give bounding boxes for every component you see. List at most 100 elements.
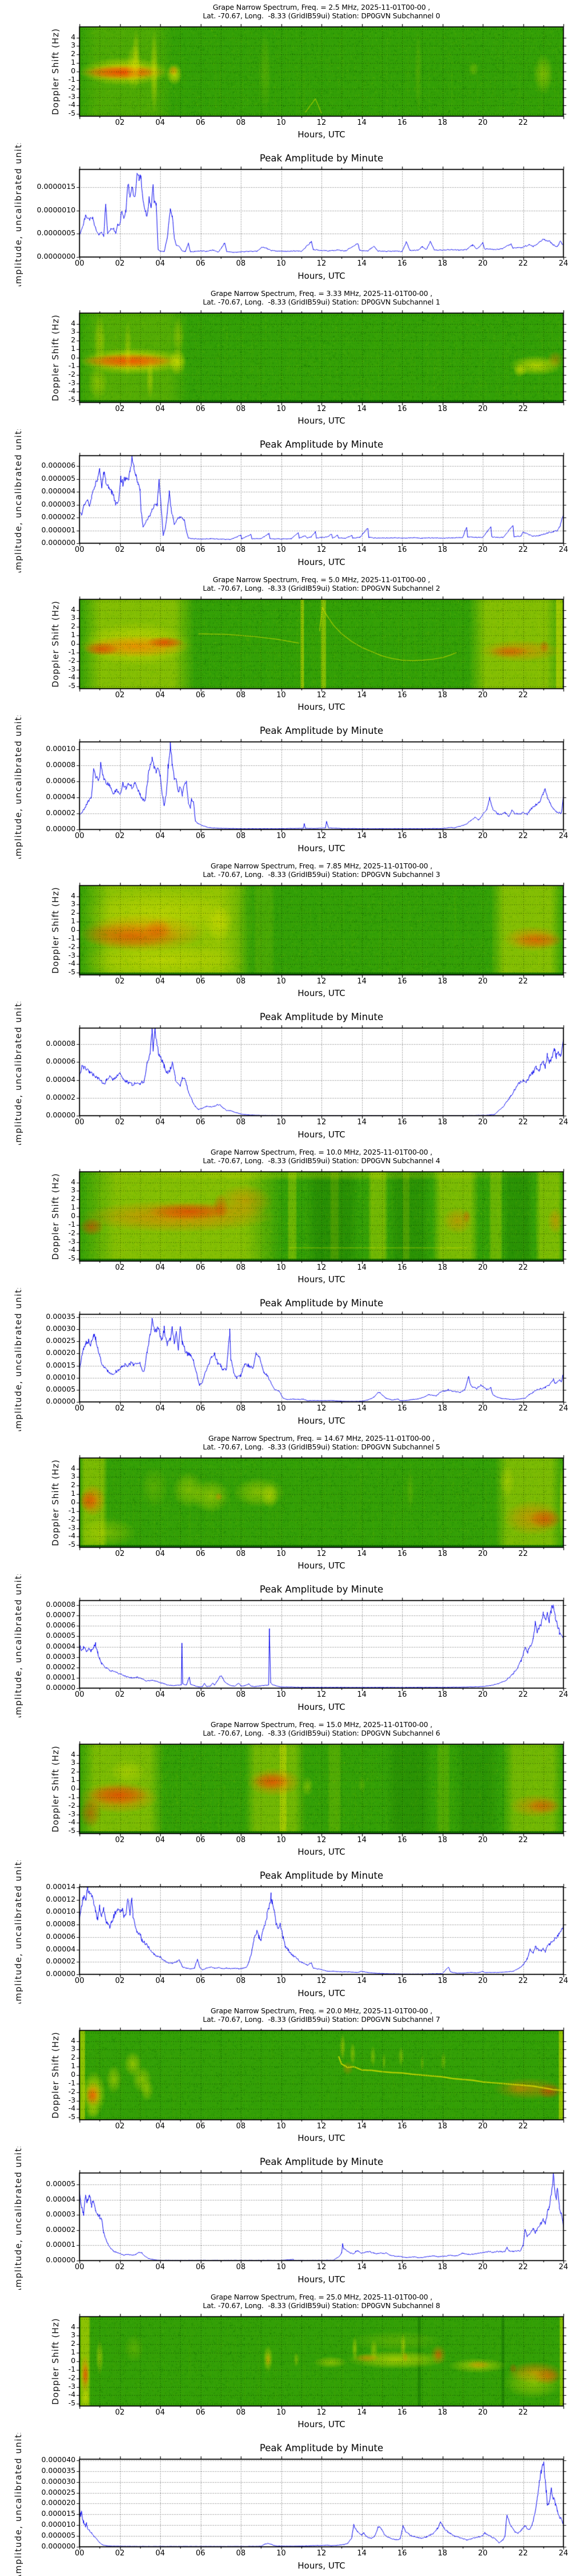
y-tick-label: -1 xyxy=(68,2078,76,2087)
x-tick-label: 20 xyxy=(478,259,488,268)
x-tick-label: 16 xyxy=(397,259,407,268)
x-tick-label: 16 xyxy=(397,691,407,700)
y-tick-label: 0 xyxy=(71,66,76,75)
y-tick-label: 0.00007 xyxy=(46,1610,76,1619)
x-tick-label: 02 xyxy=(115,1263,125,1272)
chart-title: Peak Amplitude by Minute xyxy=(259,1870,384,1881)
y-tick-label: 1 xyxy=(71,1203,76,1212)
x-tick-label: 12 xyxy=(316,2408,327,2417)
plot-canvas xyxy=(0,716,572,859)
x-tick-label: 16 xyxy=(397,1550,407,1558)
x-tick-label: 24 xyxy=(558,259,569,268)
x-tick-label: 16 xyxy=(397,1836,407,1844)
y-tick-label: -4 xyxy=(68,2104,76,2113)
x-tick-label: 22 xyxy=(518,405,528,413)
x-tick-label: 04 xyxy=(155,1836,165,1844)
x-tick-label: 04 xyxy=(155,1977,165,1985)
y-tick-label: 0.000000 xyxy=(41,2542,76,2550)
y-tick-label: 0.00000 xyxy=(46,1969,76,1978)
x-tick-label: 10 xyxy=(276,2408,286,2417)
x-tick-label: 12 xyxy=(316,1404,327,1413)
x-tick-label: 20 xyxy=(478,1118,488,1127)
x-tick-label: 12 xyxy=(316,1836,327,1844)
x-tick-label: 16 xyxy=(397,546,407,554)
y-tick-label: -3 xyxy=(68,2095,76,2104)
y-tick-label: 0.000003 xyxy=(41,499,76,508)
y-tick-label: 0 xyxy=(71,1211,76,1220)
y-tick-label: 0.00015 xyxy=(46,1360,76,1369)
x-tick-label: 10 xyxy=(276,1690,286,1699)
x-axis-label: Hours, UTC xyxy=(297,843,345,854)
y-tick-label: 2 xyxy=(71,1194,76,1203)
plot-canvas xyxy=(0,286,572,429)
y-tick-label: 0.000005 xyxy=(41,473,76,483)
x-tick-label: 04 xyxy=(155,691,165,700)
x-tick-label: 22 xyxy=(518,832,528,840)
plot-canvas xyxy=(0,2147,572,2290)
x-axis-label: Hours, UTC xyxy=(297,1702,345,1712)
x-tick-label: 06 xyxy=(196,405,205,413)
x-tick-label: 06 xyxy=(196,2408,205,2417)
x-tick-label: 00 xyxy=(74,1977,85,1985)
y-tick-label: -1 xyxy=(68,1792,76,1801)
x-tick-label: 14 xyxy=(357,977,367,986)
x-tick-label: 10 xyxy=(276,405,286,413)
y-tick-label: -3 xyxy=(68,1809,76,1818)
x-tick-label: 12 xyxy=(316,691,327,700)
x-tick-label: 16 xyxy=(397,2408,407,2417)
x-axis-label: Hours, UTC xyxy=(297,1129,345,1140)
chart-title-line2: Lat. -70.67, Long. -8.33 (GridIB59ui) St… xyxy=(202,1156,440,1165)
x-tick-label: 20 xyxy=(478,405,488,413)
x-tick-label: 00 xyxy=(74,259,85,268)
x-tick-label: 02 xyxy=(115,1977,125,1985)
x-tick-label: 22 xyxy=(518,1977,528,1985)
x-tick-label: 14 xyxy=(357,1977,367,1985)
x-tick-label: 14 xyxy=(357,1836,367,1844)
y-tick-label: 0.00006 xyxy=(46,776,76,785)
chart-title-line2: Lat. -70.67, Long. -8.33 (GridIB59ui) St… xyxy=(202,1443,440,1451)
plot-canvas xyxy=(0,1717,572,1860)
x-tick-label: 22 xyxy=(518,2408,528,2417)
y-tick-label: 3 xyxy=(71,899,76,908)
x-tick-label: 20 xyxy=(478,1977,488,1985)
x-tick-label: 00 xyxy=(74,1690,85,1699)
x-tick-label: 12 xyxy=(316,405,327,413)
x-tick-label: 00 xyxy=(74,2263,85,2271)
y-tick-label: 1 xyxy=(71,1489,76,1498)
y-tick-label: 3 xyxy=(71,613,76,622)
y-tick-label: -4 xyxy=(68,1245,76,1254)
amplitude-plot-subchannel-0: Peak Amplitude by Minute Amplitude, uncal… xyxy=(0,143,572,286)
y-tick-label: -3 xyxy=(68,664,76,673)
y-tick-label: 0 xyxy=(71,353,76,361)
y-tick-label: 0.00006 xyxy=(46,1621,76,1630)
x-tick-label: 12 xyxy=(316,546,327,554)
chart-title-line2: Lat. -70.67, Long. -8.33 (GridIB59ui) St… xyxy=(202,1729,440,1737)
x-tick-label: 22 xyxy=(518,259,528,268)
chart-title-line2: Lat. -70.67, Long. -8.33 (GridIB59ui) St… xyxy=(202,298,440,306)
x-tick-label: 04 xyxy=(155,1263,165,1272)
y-tick-label: 2 xyxy=(71,2339,76,2348)
x-tick-label: 18 xyxy=(438,1118,447,1127)
plot-canvas xyxy=(0,1145,572,1288)
x-tick-label: 20 xyxy=(478,832,488,840)
y-tick-label: 0.000000 xyxy=(41,538,76,547)
x-tick-label: 06 xyxy=(196,1690,205,1699)
x-tick-label: 10 xyxy=(276,1118,286,1127)
y-tick-label: 3 xyxy=(71,1186,76,1195)
x-tick-label: 06 xyxy=(196,691,205,700)
chart-title-line2: Lat. -70.67, Long. -8.33 (GridIB59ui) St… xyxy=(202,870,440,879)
y-tick-label: 4 xyxy=(71,605,76,614)
x-axis-label: Hours, UTC xyxy=(297,702,345,712)
y-axis-label: Amplitude, uncalibrated units xyxy=(13,2147,23,2290)
y-tick-label: 0.00000 xyxy=(46,824,76,833)
x-tick-label: 14 xyxy=(357,691,367,700)
x-tick-label: 10 xyxy=(276,1836,286,1844)
y-tick-label: 0.00005 xyxy=(46,2179,76,2188)
x-tick-label: 18 xyxy=(438,1263,447,1272)
x-tick-label: 10 xyxy=(276,832,286,840)
spectrogram-subchannel-2: Grape Narrow Spectrum, Freq. = 5.0 MHz, … xyxy=(0,572,572,716)
x-tick-label: 08 xyxy=(236,1263,246,1272)
y-tick-label: 0.00008 xyxy=(46,760,76,769)
x-tick-label: 20 xyxy=(478,118,488,127)
